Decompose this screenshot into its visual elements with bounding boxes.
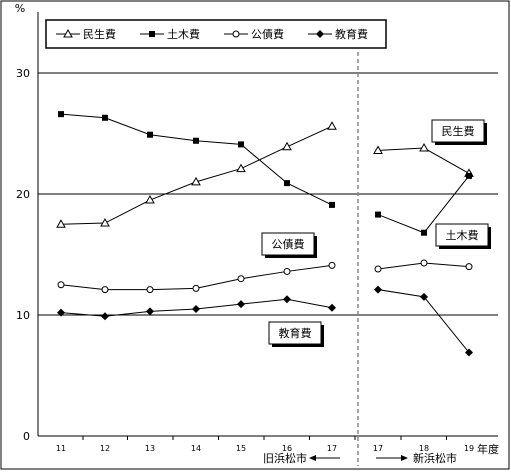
data-point-marker <box>192 304 200 313</box>
data-point-marker <box>237 275 245 283</box>
legend-label: 教育費 <box>335 27 368 41</box>
data-point-marker <box>57 308 65 317</box>
x-tick-label: 13 <box>145 444 155 453</box>
annotation-box <box>268 321 322 345</box>
data-point-marker <box>466 172 472 179</box>
data-point-marker <box>374 265 382 273</box>
data-point-marker <box>329 201 335 208</box>
annotation-label: 民生費 <box>442 124 475 138</box>
data-point-marker <box>465 348 473 357</box>
data-point-marker <box>316 30 324 38</box>
data-point-marker <box>328 303 336 312</box>
x-tick-label: 17 <box>327 444 337 453</box>
x-tick-label: 12 <box>100 444 110 453</box>
data-point-marker <box>283 295 291 304</box>
x-tick-label: 11 <box>56 444 66 453</box>
legend-label: 公債費 <box>251 27 284 41</box>
data-point-marker <box>56 219 66 228</box>
y-tick-label: 10 <box>16 309 30 322</box>
data-point-marker <box>420 259 428 267</box>
x-tick-label: 16 <box>282 444 292 453</box>
data-point-marker <box>101 286 109 294</box>
arrow-left-head <box>309 455 316 461</box>
data-point-marker <box>102 114 108 121</box>
data-point-marker <box>282 141 292 151</box>
y-tick-label: 0 <box>23 430 30 443</box>
data-point-marker <box>63 28 73 38</box>
data-point-marker <box>232 30 240 38</box>
annotation-box <box>435 223 489 247</box>
data-point-marker <box>146 307 154 316</box>
data-point-marker <box>328 261 336 269</box>
data-point-marker <box>149 31 155 37</box>
data-point-marker <box>283 267 291 275</box>
arrow-right-head <box>401 455 408 461</box>
y-tick-label: 20 <box>16 188 30 201</box>
data-point-marker <box>284 180 290 187</box>
data-point-marker <box>57 281 65 289</box>
data-point-marker <box>100 218 110 227</box>
annotation-box <box>431 119 485 143</box>
data-point-marker <box>101 312 109 321</box>
annotation-label: 教育費 <box>279 326 312 340</box>
data-point-marker <box>236 163 246 173</box>
data-point-marker <box>373 145 383 154</box>
data-point-marker <box>465 263 473 271</box>
y-tick-label: 30 <box>16 67 30 80</box>
x-unit-label: 年度 <box>477 442 499 456</box>
annotation-box <box>261 232 315 256</box>
panel-label-new: 新浜松市 <box>413 451 457 465</box>
data-point-marker <box>145 195 155 204</box>
x-tick-label: 17 <box>373 444 383 453</box>
data-point-marker <box>238 141 244 148</box>
data-point-marker <box>420 292 428 301</box>
data-point-marker <box>192 284 200 292</box>
annotation-label: 土木費 <box>446 228 479 242</box>
data-point-marker <box>191 176 201 186</box>
data-point-marker <box>375 211 381 218</box>
y-unit-label: % <box>15 2 25 15</box>
x-tick-label: 14 <box>191 444 201 453</box>
data-point-marker <box>421 229 427 236</box>
annotation-label: 公債費 <box>272 237 305 251</box>
data-point-marker <box>193 137 199 144</box>
data-point-marker <box>147 131 153 138</box>
legend-label: 土木費 <box>167 27 200 41</box>
legend-label: 民生費 <box>83 27 116 41</box>
x-tick-label: 18 <box>419 444 429 453</box>
data-point-marker <box>58 111 64 118</box>
x-tick-label: 19 <box>464 444 474 453</box>
data-point-marker <box>374 285 382 294</box>
x-tick-label: 15 <box>236 444 246 453</box>
data-point-marker <box>146 286 154 294</box>
data-point-marker <box>237 300 245 309</box>
data-point-marker <box>419 143 429 152</box>
data-point-marker <box>327 121 337 130</box>
panel-label-old: 旧浜松市 <box>263 451 307 465</box>
